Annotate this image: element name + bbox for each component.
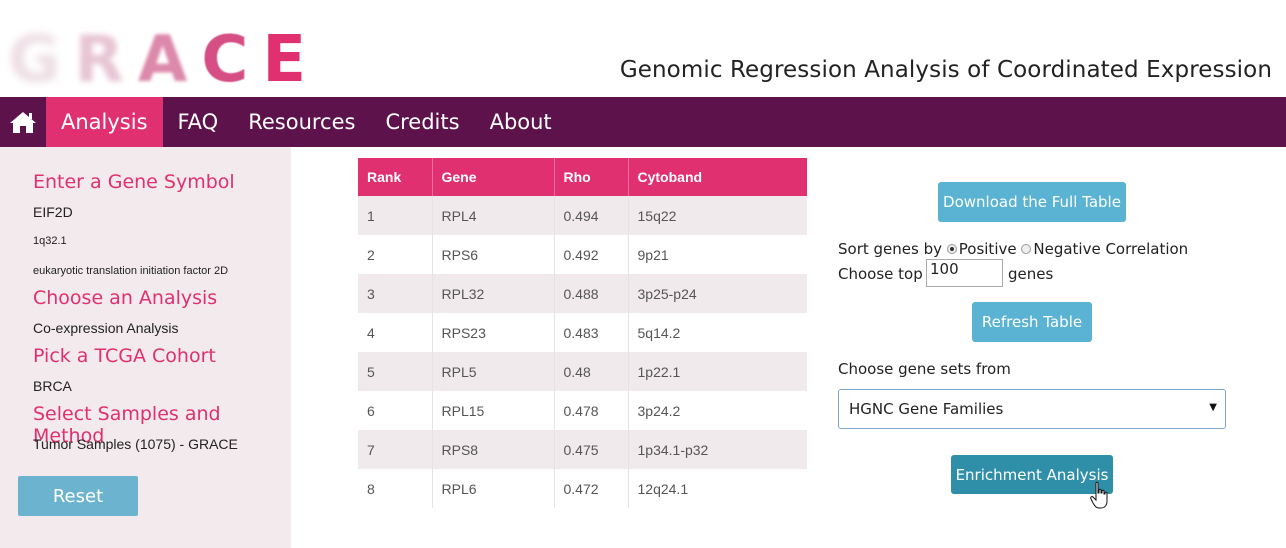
sort-negative-label[interactable]: Negative Correlation xyxy=(1033,240,1189,258)
cell-cytoband: 12q24.1 xyxy=(628,469,807,508)
column-header-cytoband[interactable]: Cytoband xyxy=(628,158,807,196)
cell-rank: 5 xyxy=(358,352,433,391)
cell-rho: 0.472 xyxy=(554,469,629,508)
samples-heading[interactable]: Select Samples and Method xyxy=(33,403,221,447)
sort-positive-radio[interactable] xyxy=(946,243,957,254)
table-row: 8 RPL6 0.472 12q24.1 xyxy=(358,469,807,508)
cell-gene: RPL15 xyxy=(432,391,555,430)
cell-cytoband: 3p25-p24 xyxy=(628,274,807,313)
gene-locus: 1q32.1 xyxy=(33,235,67,247)
table-row: 2 RPS6 0.492 9p21 xyxy=(358,235,807,274)
grace-logo[interactable]: G R A C E xyxy=(8,2,306,92)
main-nav: Analysis FAQ Resources Credits About xyxy=(0,97,1286,147)
cell-rank: 3 xyxy=(358,274,433,313)
cell-cytoband: 1p22.1 xyxy=(628,352,807,391)
gene-symbol-heading[interactable]: Enter a Gene Symbol xyxy=(33,171,235,193)
download-table-button[interactable]: Download the Full Table xyxy=(938,182,1126,222)
cell-rho: 0.494 xyxy=(554,196,629,235)
choose-top-label: Choose top xyxy=(838,265,923,283)
column-header-gene[interactable]: Gene xyxy=(432,158,555,196)
cell-gene: RPL5 xyxy=(432,352,555,391)
cell-rho: 0.475 xyxy=(554,430,629,469)
cell-rank: 1 xyxy=(358,196,433,235)
cohort-heading[interactable]: Pick a TCGA Cohort xyxy=(33,345,216,367)
nav-item-credits[interactable]: Credits xyxy=(385,110,460,134)
cell-gene: RPS6 xyxy=(432,235,555,274)
correlation-table: Rank Gene Rho Cytoband 1 RPL4 0.494 15q2… xyxy=(358,158,807,508)
cell-rank: 8 xyxy=(358,469,433,508)
cell-cytoband: 5q14.2 xyxy=(628,313,807,352)
samples-value: Tumor Samples (1075) - GRACE xyxy=(33,436,238,452)
sidebar: Enter a Gene Symbol EIF2D 1q32.1 eukaryo… xyxy=(0,147,291,548)
nav-item-analysis[interactable]: Analysis xyxy=(46,97,163,147)
column-header-rank[interactable]: Rank xyxy=(358,158,433,196)
cell-rho: 0.488 xyxy=(554,274,629,313)
cell-rho: 0.483 xyxy=(554,313,629,352)
cell-gene: RPL4 xyxy=(432,196,555,235)
logo-letter: C xyxy=(201,23,249,97)
dropdown-caret-icon: ▼ xyxy=(1209,402,1217,413)
sort-negative-radio[interactable] xyxy=(1021,243,1032,254)
column-header-rho[interactable]: Rho xyxy=(554,158,629,196)
cell-rank: 7 xyxy=(358,430,433,469)
reset-button[interactable]: Reset xyxy=(18,476,138,516)
sort-control: Sort genes by Positive Negative Correlat… xyxy=(838,240,1188,258)
refresh-table-button[interactable]: Refresh Table xyxy=(972,302,1092,342)
sort-positive-label[interactable]: Positive xyxy=(958,240,1017,258)
gene-symbol-value: EIF2D xyxy=(33,204,73,220)
cell-rank: 6 xyxy=(358,391,433,430)
cell-rank: 2 xyxy=(358,235,433,274)
nav-item-resources[interactable]: Resources xyxy=(248,110,356,134)
home-icon xyxy=(10,112,36,133)
sort-label: Sort genes by xyxy=(838,240,942,258)
table-row: 4 RPS23 0.483 5q14.2 xyxy=(358,313,807,352)
top-n-input[interactable]: 100 xyxy=(926,259,1003,287)
table-row: 3 RPL32 0.488 3p25-p24 xyxy=(358,274,807,313)
gene-sets-selected: HGNC Gene Families xyxy=(849,400,1004,418)
nav-item-about[interactable]: About xyxy=(489,110,552,134)
cell-rho: 0.478 xyxy=(554,391,629,430)
table-row: 7 RPS8 0.475 1p34.1-p32 xyxy=(358,430,807,469)
logo-letter: G xyxy=(8,23,61,97)
genes-label: genes xyxy=(1008,265,1054,283)
logo-letter: R xyxy=(74,23,124,97)
nav-item-faq[interactable]: FAQ xyxy=(177,110,219,134)
logo-letter: A xyxy=(137,23,188,97)
cell-cytoband: 1p34.1-p32 xyxy=(628,430,807,469)
gene-sets-label: Choose gene sets from xyxy=(838,360,1011,378)
cell-gene: RPL32 xyxy=(432,274,555,313)
cell-gene: RPS8 xyxy=(432,430,555,469)
analysis-heading[interactable]: Choose an Analysis xyxy=(33,287,218,309)
logo-letter: E xyxy=(262,23,307,97)
table-row: 6 RPL15 0.478 3p24.2 xyxy=(358,391,807,430)
gene-sets-select[interactable]: HGNC Gene Families ▼ xyxy=(838,389,1226,429)
nav-home[interactable] xyxy=(0,97,46,147)
hand-cursor-icon xyxy=(1090,481,1108,509)
analysis-value: Co-expression Analysis xyxy=(33,320,179,336)
enrichment-analysis-button[interactable]: Enrichment Analysis xyxy=(951,455,1113,494)
table-row: 1 RPL4 0.494 15q22 xyxy=(358,196,807,235)
cohort-value: BRCA xyxy=(33,378,72,394)
cell-rho: 0.48 xyxy=(554,352,629,391)
cell-rank: 4 xyxy=(358,313,433,352)
cell-cytoband: 3p24.2 xyxy=(628,391,807,430)
cell-rho: 0.492 xyxy=(554,235,629,274)
cell-gene: RPL6 xyxy=(432,469,555,508)
site-subtitle: Genomic Regression Analysis of Coordinat… xyxy=(619,57,1272,83)
gene-description: eukaryotic translation initiation factor… xyxy=(33,265,229,277)
cell-cytoband: 9p21 xyxy=(628,235,807,274)
cell-cytoband: 15q22 xyxy=(628,196,807,235)
cell-gene: RPS23 xyxy=(432,313,555,352)
header: G R A C E Genomic Regression Analysis of… xyxy=(0,0,1286,97)
table-header-row: Rank Gene Rho Cytoband xyxy=(358,158,807,196)
table-row: 5 RPL5 0.48 1p22.1 xyxy=(358,352,807,391)
